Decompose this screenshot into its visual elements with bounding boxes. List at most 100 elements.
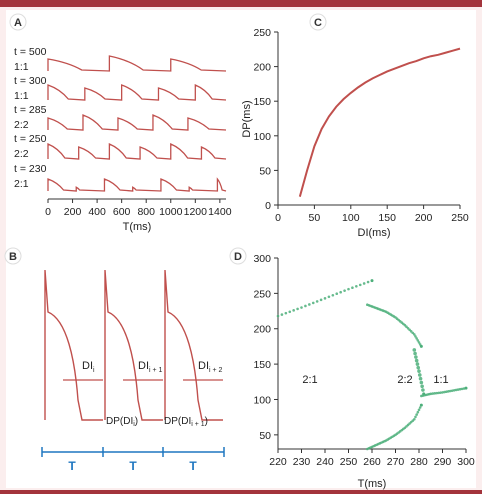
bifurcation-point [335,292,339,296]
bifurcation-point [458,387,462,391]
bifurcation-point [412,348,417,352]
bifurcation-point [304,304,307,308]
bifurcation-point [415,362,420,366]
bifurcation-point [413,333,416,336]
bifurcation-point [415,413,418,416]
period-label: T [68,459,76,473]
bifurcation-point [358,283,362,287]
region-label: 2:2 [397,374,412,386]
bifurcation-point [416,410,420,414]
row-ratio-label: 2:2 [14,148,29,160]
panel-d-y-tick-label: 250 [253,288,271,300]
di-label: DIi [82,360,95,374]
bifurcation-point [339,290,342,294]
panel-c-y-tick-label: 100 [253,131,271,143]
panel-c-y-tick-label: 0 [265,200,271,212]
panel-a-x-ticks: 0 200 400 600 800 1000 1200 1400 [45,199,232,218]
panel-b-traces [44,269,223,421]
panel-a-row-labels: t = 500 1:1 t = 300 1:1 t = 285 2:2 t = … [14,46,47,190]
panel-c-y-tick-label: 150 [253,96,271,108]
bifurcation-point [417,369,421,373]
bifurcation-point [300,306,303,309]
bifurcation-point [319,298,323,302]
bifurcation-point [418,406,422,409]
bifurcation-point [414,355,418,359]
panel-d-y-tick-label: 300 [253,253,271,265]
panel-d-x-tick-label: 300 [457,456,475,468]
bifurcation-point [419,344,423,348]
di-label: DIi + 2 [198,360,223,374]
panel-c-x-tick-label: 150 [378,212,396,224]
bifurcation-point [416,339,420,342]
bifurcation-point [450,389,454,392]
bifurcation-point [413,351,417,356]
panel-c-restitution-curve [298,47,461,197]
bifurcation-point [464,386,468,390]
bifurcation-point [296,307,299,311]
bifurcation-point [439,391,442,394]
panel-d-x-tick-label: 220 [269,456,287,468]
panel-c-x-tick-label: 100 [342,212,360,224]
panel-d-y-tick-label: 150 [253,359,271,371]
panel-d-bifurcation-points [276,279,468,451]
panel-b-action-potential [164,269,223,421]
panel-a-x-tick-label: 600 [113,206,131,218]
region-label: 2:1 [302,374,317,386]
bifurcation-point [429,392,433,396]
bifurcation-point [414,358,419,363]
panel-a-x-tick-label: 0 [45,206,51,218]
row-t-label: t = 230 [14,163,47,175]
panel-a-trace [47,177,227,192]
row-ratio-label: 2:1 [14,178,29,190]
panel-b-letter: B [9,251,17,263]
region-label: 1:1 [433,374,448,386]
row-t-label: t = 285 [14,104,47,116]
bifurcation-point [449,389,452,393]
panel-a-letter: A [14,17,22,29]
panel-b-di-labels: DIi DIi + 1 DIi + 2 [82,360,223,374]
bifurcation-point [414,415,417,419]
panel-a-x-tick-label: 400 [88,206,106,218]
bifurcation-point [419,380,424,385]
panel-d-y-tick-label: 50 [259,430,271,442]
bifurcation-point [431,392,435,395]
bifurcation-point [308,303,311,306]
bifurcation-point [417,341,421,344]
panel-a-x-tick-label: 200 [64,206,82,218]
panel-d-x-tick-label: 230 [293,456,311,468]
panel-d-badge: D [229,247,247,265]
panel-d-y-tick-label: 100 [253,394,271,406]
panel-d-x-tick-label: 280 [410,456,428,468]
panel-d-y-tick-label: 200 [253,324,271,336]
dp-label: DP(DIi) [106,416,138,428]
bifurcation-point [292,309,295,312]
panel-d-x-tick-label: 290 [434,456,452,468]
panel-a-trace [47,84,227,101]
panel-a-trace [47,55,227,72]
di-label: DIi + 1 [138,360,163,374]
panel-c-y-tick-label: 250 [253,27,271,39]
panel-c-x-tick-label: 0 [275,212,281,224]
panel-a-trace [47,114,227,131]
panel-c: 0 50 100 150 200 250 0 50 100 150 200 250 DI(ms) DP… [241,27,469,239]
panel-a-x-tick-label: 1400 [208,206,232,218]
row-t-label: t = 250 [14,133,47,145]
panel-a-traces [47,55,227,192]
bifurcation-point [355,284,358,288]
panel-c-badge: C [309,13,327,31]
panel-a-trace [47,143,227,160]
bifurcation-point [447,390,450,393]
bifurcation-point [454,388,458,392]
bifurcation-point [433,392,436,395]
bifurcation-point [418,376,423,381]
panel-a-x-tick-label: 1200 [184,206,208,218]
bifurcation-point [416,365,421,370]
bifurcation-point [315,300,319,303]
period-label: T [129,459,137,473]
bifurcation-point [347,287,350,291]
panel-d-x-tick-label: 240 [316,456,334,468]
panel-c-letter: C [314,17,322,29]
panel-c-y-label: DP(ms) [241,100,253,137]
bifurcation-point [419,403,423,407]
